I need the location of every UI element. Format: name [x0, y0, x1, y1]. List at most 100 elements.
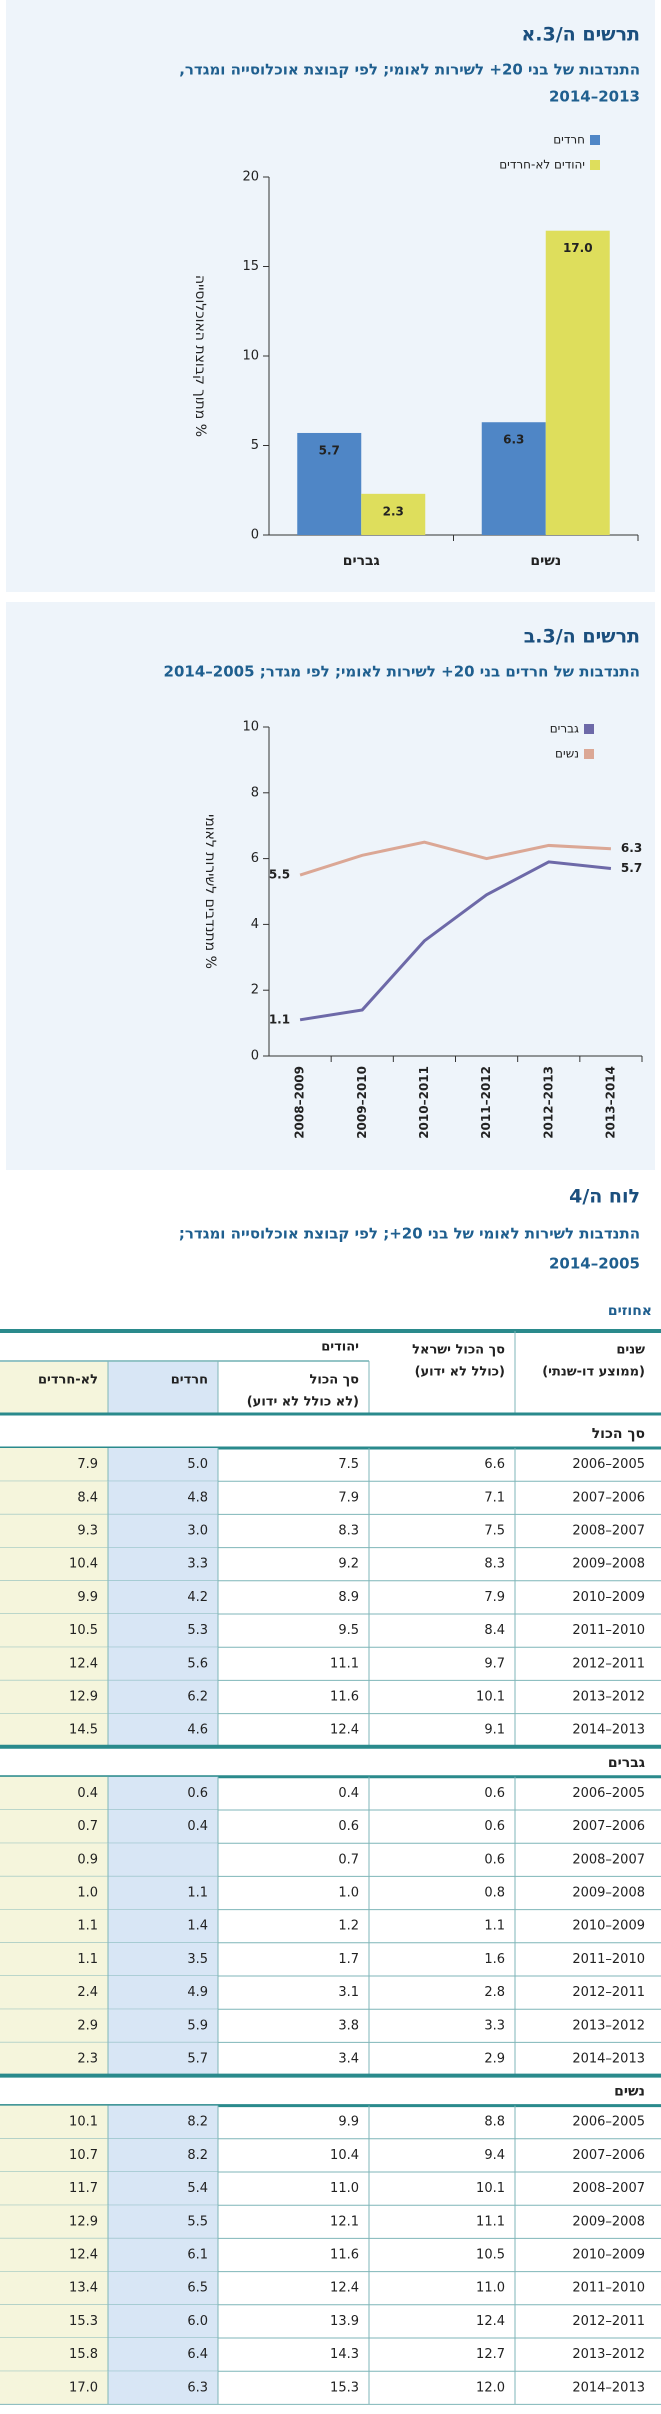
cell: 1.6 [484, 1952, 505, 1967]
legend-swatch [584, 749, 594, 759]
cell: 9.4 [484, 2148, 505, 2163]
cell: 14.3 [330, 2347, 359, 2362]
y-tick-label: 20 [242, 170, 259, 185]
table-number: לוח ה/4 [569, 1186, 640, 1208]
y-tick-label: 0 [251, 1049, 259, 1064]
row-label: 2010–2011 [572, 1623, 645, 1638]
cell: 11.1 [330, 1656, 359, 1671]
cell-bg [108, 2172, 218, 2206]
cell: 2.9 [77, 2018, 98, 2033]
cell: 6.1 [187, 2248, 208, 2263]
cell: 13.4 [69, 2281, 98, 2296]
table-unit: אחוזים [608, 1303, 652, 1319]
cell: 3.5 [187, 1952, 208, 1967]
row-label: 2010–2011 [572, 1952, 645, 1967]
section-label: גברים [608, 1755, 645, 1771]
cell-bg [0, 1614, 108, 1648]
cell: 9.7 [484, 1656, 505, 1671]
x-tick-label: 2013–2014 [603, 1066, 617, 1139]
cell-bg [0, 1976, 108, 2010]
row-label: 2009–2010 [572, 1919, 645, 1934]
cell-bg [108, 1680, 218, 1714]
cell-bg [108, 1448, 218, 1482]
cell-bg [0, 1810, 108, 1844]
section-label: נשים [614, 2084, 645, 2100]
cell-bg [108, 2338, 218, 2372]
cell-bg [108, 1614, 218, 1648]
cell-bg [108, 2105, 218, 2139]
y-tick-label: 5 [251, 438, 259, 453]
line [299, 840, 611, 877]
cell: 9.5 [338, 1623, 359, 1638]
x-tick-label: 2011–2012 [479, 1066, 493, 1139]
cell: 12.7 [476, 2347, 505, 2362]
cell-bg [0, 2042, 108, 2076]
cell: 7.1 [484, 1490, 505, 1505]
row-label: 2005–2006 [572, 1786, 645, 1801]
cell: 8.2 [187, 2148, 208, 2163]
header-cell-bg [108, 1362, 218, 1414]
cell: 2.8 [484, 1985, 505, 2000]
cell-bg [0, 2105, 108, 2139]
cell: 1.0 [77, 1886, 98, 1901]
cell: 7.9 [77, 1457, 98, 1472]
cell: 8.3 [338, 1524, 359, 1539]
cell: 1.1 [77, 1919, 98, 1934]
value-label: 5.7 [621, 861, 642, 875]
cell: 5.9 [187, 2018, 208, 2033]
cell: 1.0 [338, 1886, 359, 1901]
cell: 15.3 [69, 2314, 98, 2329]
cell: 2.4 [77, 1985, 98, 2000]
cell-bg [0, 1713, 108, 1747]
row-label: 2012–2013 [572, 2018, 645, 2033]
cell-bg [0, 1876, 108, 1910]
cell-bg [108, 1580, 218, 1614]
cell-bg [108, 2371, 218, 2405]
row-label: 2006–2007 [572, 1819, 645, 1834]
cell: 0.6 [484, 1786, 505, 1801]
row-label: 2012–2013 [572, 2347, 645, 2362]
cell: 5.5 [187, 2214, 208, 2229]
panel-bg [6, 602, 655, 1170]
x-tick-label: 2008–2009 [293, 1066, 307, 1139]
cell: 0.6 [484, 1852, 505, 1867]
cell: 1.4 [187, 1919, 208, 1934]
cell: 4.9 [187, 1985, 208, 2000]
cell-bg [108, 1713, 218, 1747]
cell: 10.4 [69, 1557, 98, 1572]
cell: 6.3 [187, 2380, 208, 2395]
bar [361, 493, 426, 535]
cell-bg [0, 1481, 108, 1515]
cell: 0.9 [77, 1852, 98, 1867]
value-label: 5.5 [269, 868, 290, 882]
cell-bg [108, 1876, 218, 1910]
cell: 0.7 [77, 1819, 98, 1834]
cell-bg [0, 1680, 108, 1714]
value-label: 17.0 [563, 241, 593, 255]
cell: 12.4 [69, 2248, 98, 2263]
cell-bg [0, 1647, 108, 1681]
row-label: 2007–2008 [572, 1852, 645, 1867]
y-tick-label: 8 [251, 785, 259, 800]
cell-bg [108, 2271, 218, 2305]
cell-bg [108, 2304, 218, 2338]
cell: 12.9 [69, 2214, 98, 2229]
group-header: יהודים [321, 1340, 359, 1355]
cell: 11.6 [330, 2248, 359, 2263]
row-label: 2013–2014 [572, 2380, 645, 2395]
cell-bg [0, 2271, 108, 2305]
cell: 3.0 [187, 1524, 208, 1539]
cell: 2.3 [77, 2052, 98, 2067]
cell: 8.8 [484, 2115, 505, 2130]
bar [481, 422, 546, 535]
cell: 8.4 [77, 1490, 98, 1505]
row-label: 2008–2009 [572, 2214, 645, 2229]
column-header: לא-חרדים [38, 1373, 98, 1388]
cell: 6.2 [187, 1690, 208, 1705]
cell-bg [0, 2371, 108, 2405]
y-tick-label: 10 [242, 349, 259, 364]
legend-swatch [590, 135, 600, 145]
cell: 9.1 [484, 1723, 505, 1738]
header-cell-bg [0, 1362, 108, 1414]
